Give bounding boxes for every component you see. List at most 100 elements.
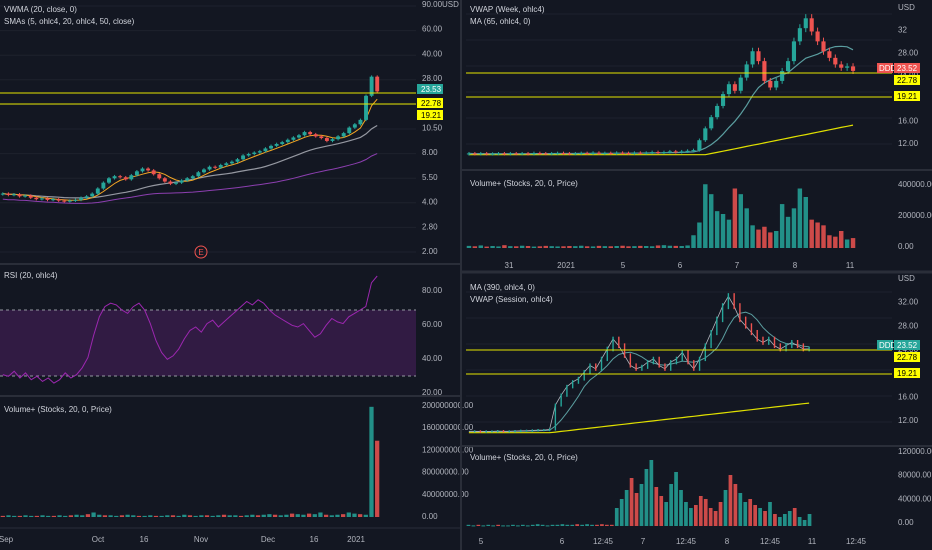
time-label: 2021 bbox=[557, 261, 575, 270]
candle-body bbox=[780, 71, 785, 81]
right-bottom-volume-axis[interactable]: 120000.00 80000.00 40000.00 0.00 bbox=[898, 447, 932, 527]
candle-body bbox=[157, 174, 162, 179]
right-bottom-time-axis[interactable]: 5 6 12:45 7 12:45 8 12:45 11 12:45 bbox=[479, 537, 867, 546]
candle-body bbox=[274, 143, 279, 146]
right-top-volume-pane[interactable]: Volume+ (Stocks, 20, 0, Price) bbox=[466, 179, 856, 248]
symbol-tag-bg bbox=[877, 63, 893, 73]
candle-body bbox=[73, 199, 78, 201]
volume-bar bbox=[289, 513, 295, 517]
volume-bar bbox=[679, 490, 683, 526]
volume-bar bbox=[514, 246, 519, 248]
candle-body bbox=[803, 18, 808, 29]
volume-bar bbox=[193, 515, 198, 517]
volume-bar bbox=[375, 440, 380, 517]
volume-bar bbox=[555, 246, 560, 248]
right-top-volume-bars bbox=[466, 184, 856, 248]
left-volume-axis[interactable]: 200000000.00 160000000.00 120000000.00 8000… bbox=[422, 401, 474, 521]
volume-bar bbox=[125, 514, 130, 517]
candle-body bbox=[845, 66, 850, 68]
volume-bar bbox=[466, 245, 472, 248]
earnings-icon[interactable] bbox=[194, 245, 208, 259]
right-top-price-axis-tick: 28.00 bbox=[898, 48, 919, 57]
volume-bar bbox=[176, 515, 181, 517]
volume-bar bbox=[774, 231, 779, 248]
candle-body bbox=[561, 153, 566, 155]
volume-bar bbox=[496, 524, 500, 526]
volume-bar bbox=[590, 524, 594, 526]
volume-bar bbox=[466, 524, 471, 526]
left-time-axis[interactable]: Sep Oct 16 Nov Dec 16 2021 bbox=[0, 535, 365, 544]
volume-bar bbox=[102, 515, 108, 517]
volume-bar bbox=[295, 514, 300, 517]
volume-bar bbox=[639, 484, 644, 526]
candle-body bbox=[472, 153, 477, 155]
volume-bar bbox=[261, 514, 266, 517]
rsi-axis[interactable]: 80.00 60.00 40.00 20.00 bbox=[422, 286, 443, 397]
candle-body bbox=[543, 153, 548, 155]
volume-bar bbox=[165, 515, 170, 517]
candle-body bbox=[67, 200, 72, 202]
candle-body bbox=[241, 155, 246, 160]
left-volume-pane[interactable]: Volume+ (Stocks, 20, 0, Price) bbox=[0, 405, 380, 517]
right-bottom-tags: DDD 23.52 22.78 19.21 bbox=[877, 340, 920, 378]
volume-bar bbox=[608, 246, 613, 248]
volume-bar bbox=[723, 490, 728, 526]
volume-bar bbox=[579, 245, 584, 248]
volume-bar bbox=[272, 514, 278, 517]
volume-bar bbox=[697, 222, 702, 248]
right-bottom-volume-pane[interactable]: Volume+ (Stocks, 20, 0, Price) bbox=[466, 453, 812, 527]
vwap-week-path bbox=[469, 124, 854, 156]
candle-body bbox=[632, 152, 637, 154]
candle-body bbox=[821, 41, 826, 52]
candle-body bbox=[614, 152, 619, 154]
volume-bar bbox=[827, 235, 832, 248]
volume-bar bbox=[773, 514, 777, 526]
volume-bar bbox=[318, 512, 323, 517]
candle-body bbox=[174, 182, 178, 184]
volume-bar bbox=[23, 515, 28, 517]
right-top-time-axis[interactable]: 31 2021 5 6 7 8 11 bbox=[505, 261, 855, 270]
volume-bar bbox=[684, 502, 688, 526]
time-label: 12:45 bbox=[593, 537, 614, 546]
time-label: Nov bbox=[194, 535, 208, 544]
right-bottom-price-pane[interactable]: MA (390, ohlc4, 0) VWAP (Session, ohlc4) bbox=[466, 283, 892, 434]
left-price-pane[interactable]: VWMA (20, close, 0) SMAs (5, ohlc4, 20, … bbox=[0, 5, 416, 259]
rsi-title: RSI (20, ohlc4) bbox=[4, 271, 58, 280]
candle-body bbox=[123, 177, 128, 180]
volume-bar bbox=[802, 520, 807, 526]
candle-body bbox=[146, 168, 151, 171]
volume-bar bbox=[227, 515, 232, 517]
right-top-volume-axis[interactable]: 400000.00 200000.00 0.00 bbox=[898, 180, 932, 251]
candle-body bbox=[791, 41, 797, 62]
level-tag-bg-1 bbox=[894, 75, 920, 85]
volume-bar bbox=[131, 515, 136, 517]
candle-body bbox=[602, 153, 607, 155]
right-bottom-volume-axis-tick: 120000.00 bbox=[898, 447, 932, 456]
volume-bar bbox=[516, 525, 520, 527]
time-label: 12:45 bbox=[760, 537, 781, 546]
left-rsi-pane[interactable]: RSI (20, ohlc4) bbox=[0, 271, 416, 384]
volume-bar bbox=[850, 238, 856, 248]
symbol-tag: DDD bbox=[879, 64, 897, 73]
candle-body bbox=[685, 150, 690, 152]
volume-bar bbox=[255, 515, 261, 517]
right-top-title-vwap: VWAP (Week, ohlc4) bbox=[470, 5, 545, 14]
candle-body bbox=[291, 137, 296, 140]
volume-bar bbox=[779, 204, 785, 248]
right-top-price-axis-tick: 12.00 bbox=[898, 139, 919, 148]
candle-body bbox=[330, 139, 335, 141]
candle-body bbox=[508, 153, 513, 155]
left-volume-bars bbox=[0, 406, 380, 517]
level-tag-2: 19.21 bbox=[897, 369, 918, 378]
right-top-price-pane[interactable]: VWAP (Week, ohlc4) MA (65, ohlc4, 0) bbox=[466, 5, 892, 156]
candle-body bbox=[809, 18, 814, 32]
candle-body bbox=[620, 152, 625, 154]
right-top-volume-axis-tick: 0.00 bbox=[898, 242, 914, 251]
volume-bar bbox=[590, 246, 596, 248]
candle-body bbox=[23, 195, 28, 197]
volume-bar bbox=[506, 525, 510, 527]
volume-bar bbox=[718, 502, 723, 526]
volume-bar bbox=[703, 499, 708, 526]
left-volume-axis-tick: 160000000.00 bbox=[422, 423, 474, 432]
volume-bar bbox=[649, 246, 655, 248]
